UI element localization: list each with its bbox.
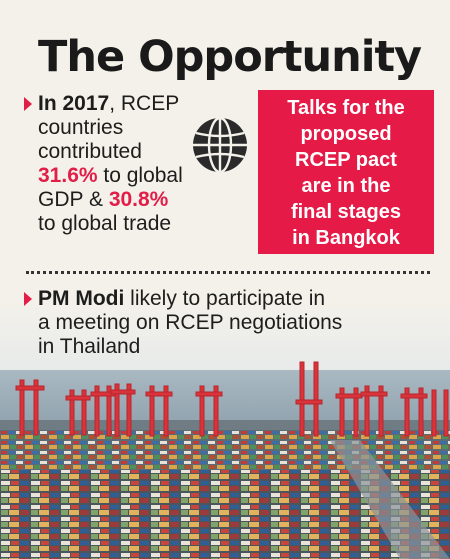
trade-share-value: 30.8%	[108, 188, 169, 211]
modi-line-1-rest: likely to participate in	[124, 287, 326, 310]
stat-line-6: to global trade	[38, 212, 172, 235]
modi-name: PM Modi	[38, 287, 125, 310]
stat-line-5: GDP & 30.8%	[38, 188, 168, 212]
triangle-bullet-icon	[24, 292, 32, 306]
callout-line-2: proposed	[300, 123, 392, 145]
modi-line-1: PM Modi likely to participate in	[38, 287, 325, 311]
callout-line-6: in Bangkok	[292, 227, 400, 249]
stat-line-1: In 2017, RCEP	[38, 92, 179, 116]
callout-line-1: Talks for the	[287, 97, 405, 119]
callout-line-4: are in the	[301, 175, 391, 197]
talks-callout-box: Talks for the proposed RCEP pact are in …	[258, 90, 434, 254]
stat-line-4: 31.6% to global	[38, 164, 183, 188]
callout-line-5: final stages	[290, 201, 402, 223]
stat-line-1-rest: , RCEP	[109, 92, 180, 115]
stat-line-3: contributed	[38, 140, 142, 163]
dotted-divider	[26, 271, 430, 274]
stat-line-2: countries	[38, 116, 124, 139]
callout-line-3: RCEP pact	[295, 149, 397, 171]
stat-year: In 2017	[38, 92, 110, 115]
triangle-bullet-icon	[24, 97, 32, 111]
stat-line-5-a: GDP &	[38, 188, 109, 211]
modi-line-3: in Thailand	[38, 335, 141, 358]
port-container-photo	[0, 300, 450, 559]
gdp-share-value: 31.6%	[38, 164, 98, 187]
stat-line-4-rest: to global	[97, 164, 183, 187]
modi-line-2: a meeting on RCEP negotiations	[38, 311, 343, 334]
page-title: The Opportunity	[38, 32, 422, 82]
globe-icon	[193, 116, 247, 174]
